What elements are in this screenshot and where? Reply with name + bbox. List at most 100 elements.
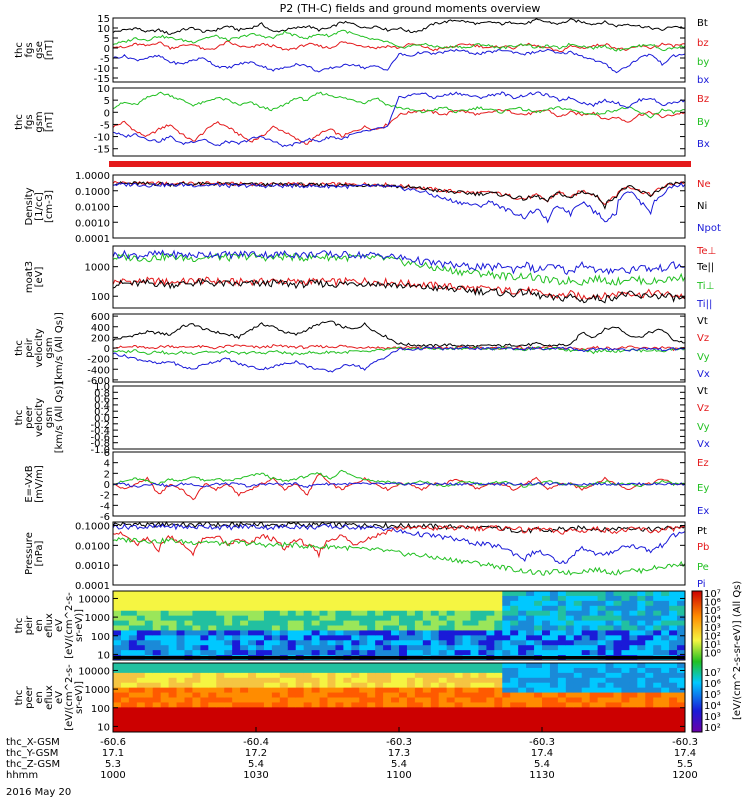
heat-cell — [216, 595, 225, 602]
heat-cell — [494, 697, 503, 703]
heat-cell — [661, 722, 670, 728]
y-label-line: gse — [34, 41, 45, 59]
heat-cell — [208, 727, 217, 733]
heat-cell — [677, 600, 686, 607]
heat-cell — [669, 717, 678, 723]
heat-cell — [518, 712, 527, 718]
heat-cell — [303, 717, 313, 723]
heat-cell — [446, 667, 456, 674]
heat-cell — [629, 687, 638, 694]
heat-cell — [279, 697, 289, 703]
heat-cell — [438, 717, 448, 723]
heat-cell — [295, 610, 305, 617]
heat-cell — [256, 702, 265, 708]
heat-cell — [176, 635, 185, 641]
heat-cell — [287, 663, 297, 669]
heat-cell — [613, 640, 622, 646]
heat-cell — [327, 630, 336, 636]
heat-cell — [144, 687, 154, 694]
heat-cell — [589, 625, 599, 631]
heat-cell — [557, 667, 567, 674]
heat-cell — [422, 625, 432, 631]
heat-cell — [470, 635, 479, 641]
heat-cell — [200, 615, 209, 622]
heat-cell — [367, 682, 376, 689]
heat-cell — [303, 687, 313, 694]
heat-cell — [422, 635, 432, 641]
legend-Bx: Bx — [697, 139, 710, 150]
heat-cell — [478, 595, 487, 602]
heat-cell — [295, 630, 305, 636]
y-label-line: [nPa] — [34, 540, 45, 566]
heat-cell — [168, 620, 178, 626]
heat-cell — [240, 640, 249, 646]
heat-cell — [462, 702, 471, 708]
heat-cell — [359, 620, 368, 626]
heat-cell — [605, 692, 614, 698]
heat-cell — [478, 625, 487, 631]
heat-cell — [200, 717, 209, 723]
heat-cell — [256, 692, 265, 698]
heat-cell — [589, 640, 599, 646]
heat-cell — [383, 595, 392, 602]
heat-cell — [359, 672, 368, 679]
heat-cell — [359, 682, 368, 689]
heat-cell — [645, 727, 654, 733]
heat-cell — [351, 702, 360, 708]
x-row-value: 1100 — [386, 770, 411, 781]
heat-cell — [669, 707, 678, 713]
heat-cell — [232, 625, 241, 631]
heat-cell — [136, 727, 146, 733]
heat-cell — [581, 667, 591, 674]
heat-cell — [120, 635, 130, 641]
y-tick-label: -0.8 — [90, 439, 110, 450]
heat-cell — [526, 645, 535, 651]
heat-cell — [367, 630, 376, 636]
heat-cell — [613, 677, 622, 684]
heat-cell — [160, 697, 170, 703]
heat-cell — [359, 640, 368, 646]
heat-cell — [248, 645, 257, 651]
heat-cell — [494, 667, 503, 674]
heat-cell — [518, 610, 527, 617]
heat-cell — [351, 595, 360, 602]
heat-cell — [677, 727, 686, 733]
heat-cell — [470, 620, 479, 626]
heat-cell — [462, 663, 471, 669]
heat-cell — [295, 677, 305, 684]
heat-cell — [438, 625, 448, 631]
heat-cell — [565, 677, 575, 684]
heat-cell — [271, 677, 281, 684]
x-row-value: 5.3 — [105, 759, 121, 770]
heat-cell — [406, 650, 416, 656]
heat-cell — [128, 712, 138, 718]
heat-cell — [414, 650, 424, 656]
heat-cell — [168, 630, 178, 636]
heat-cell — [573, 702, 583, 708]
heat-cell — [351, 697, 360, 703]
heat-cell — [216, 717, 225, 723]
heat-cell — [120, 591, 130, 597]
heat-cell — [256, 635, 265, 641]
heat-cell — [677, 687, 686, 694]
heat-cell — [351, 692, 360, 698]
heat-cell — [136, 712, 146, 718]
heat-cell — [454, 595, 464, 602]
heat-cell — [589, 610, 599, 617]
heat-cell — [629, 615, 638, 622]
heat-cell — [653, 600, 662, 607]
heat-cell — [422, 717, 432, 723]
heat-cell — [446, 687, 456, 694]
heat-cell — [303, 620, 313, 626]
heat-cell — [136, 600, 146, 607]
heat-cell — [295, 667, 305, 674]
colorbar-tick: 10² — [704, 723, 721, 734]
heat-cell — [279, 663, 289, 669]
heat-cell — [526, 600, 535, 607]
heat-cell — [176, 677, 185, 684]
heat-cell — [383, 677, 392, 684]
heat-cell — [216, 722, 225, 728]
heat-cell — [557, 722, 567, 728]
heat-cell — [462, 600, 471, 607]
heat-cell — [335, 620, 344, 626]
